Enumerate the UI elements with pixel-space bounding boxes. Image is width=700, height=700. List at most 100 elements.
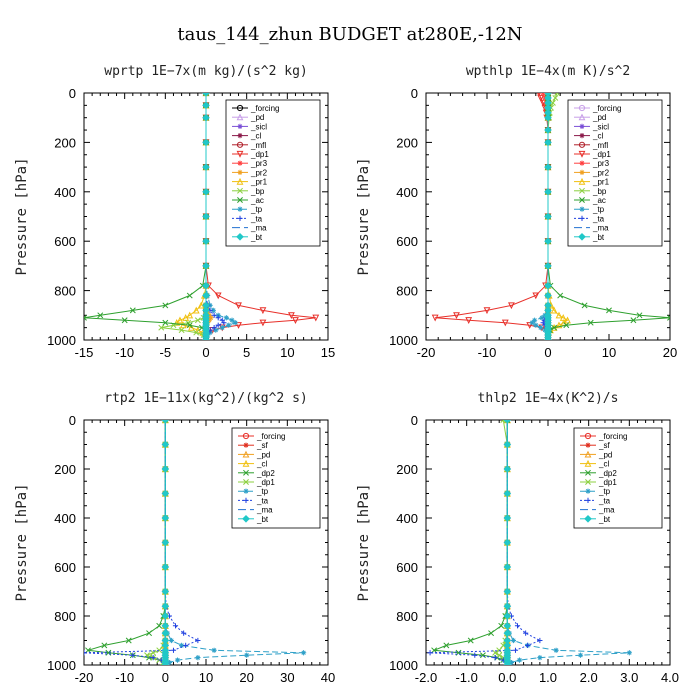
legend-label: _ma (256, 506, 273, 515)
legend-marker (579, 133, 585, 139)
series_ta-point (472, 652, 478, 658)
series_dp1-point (292, 317, 299, 324)
series_ta-point (492, 655, 498, 661)
series_ac-point (587, 319, 594, 326)
series_bt-point (544, 113, 552, 122)
series_tp-point (226, 322, 232, 328)
series_dp1-point (214, 292, 222, 300)
series_ac-point (551, 324, 558, 331)
series_bp-point (549, 99, 556, 106)
legend-marker (243, 488, 249, 494)
legend-label: _pr2 (250, 168, 268, 177)
series_bp-point (552, 94, 559, 101)
legend-box (567, 99, 663, 247)
series_ac-point (667, 314, 670, 321)
series_tp-point (553, 647, 559, 653)
series_ac-point (563, 322, 570, 329)
legend-label: _ma (592, 224, 609, 233)
y-tick-label: 1000 (47, 658, 76, 673)
series_bt-point (503, 661, 512, 665)
series_dp1-line (435, 93, 549, 340)
legend-label: _ta (256, 496, 269, 505)
y-tick-label: 400 (54, 511, 76, 526)
series_dp1-point (312, 314, 320, 322)
x-tick-label: 10 (602, 345, 616, 360)
x-tick-label: 0 (162, 670, 169, 685)
series_bt-point (161, 563, 170, 571)
series_tp-point (195, 655, 201, 661)
series_dp1-point (501, 319, 509, 327)
series_tp-point (538, 325, 544, 331)
y-tick-label: 400 (396, 511, 418, 526)
series_dp2-line (87, 420, 166, 665)
series_ta-point (181, 630, 187, 636)
y-tick-label: 600 (54, 234, 76, 249)
legend-label: _ac (592, 196, 606, 205)
series_dp2-point (479, 652, 486, 659)
x-tick-label: 10 (280, 345, 294, 360)
legend-label: _bt (598, 515, 611, 524)
x-tick-label: 0 (544, 345, 551, 360)
series_bt-point (161, 465, 170, 473)
series_ta-line (430, 420, 542, 665)
legend-label: _forcing (592, 104, 621, 113)
series-layer (84, 420, 307, 665)
series_ta-point (150, 655, 156, 661)
legend-label: _dp1 (592, 150, 611, 159)
series_bt-point (503, 612, 512, 620)
series_tp-point (179, 642, 185, 648)
series_tp-point (508, 659, 514, 665)
x-tick-label: 0 (202, 345, 209, 360)
legend-label: _tp (250, 205, 263, 214)
legend-label: _tp (256, 487, 269, 496)
series_pr1-point (564, 316, 571, 324)
x-tick-label: -1.0 (455, 670, 477, 685)
legend-label: _sicl (250, 122, 267, 131)
x-tick-label: -20 (75, 670, 94, 685)
series_bt-point (202, 281, 210, 290)
series_bp-point (554, 93, 561, 96)
legend-marker (237, 160, 243, 166)
legend-marker (243, 469, 249, 476)
legend-label: _tp (592, 205, 605, 214)
series_bt-point (161, 621, 170, 630)
series_dp1-point (259, 319, 267, 327)
legend-label: _pd (250, 113, 264, 122)
series_bt-point (544, 212, 552, 221)
y-tick-label: 0 (69, 413, 76, 428)
x-tick-label: -15 (75, 345, 94, 360)
series_dp2-point (467, 637, 474, 644)
y-tick-label: 200 (396, 135, 418, 150)
series_dp2-point (146, 630, 153, 637)
legend-marker (579, 160, 585, 166)
series_tp-point (174, 657, 181, 663)
legend-box (225, 99, 321, 247)
legend-marker (242, 459, 250, 467)
legend-marker (585, 469, 591, 476)
series_ta-point (221, 320, 227, 326)
series_tp-point (166, 659, 172, 665)
series_ta-point (172, 623, 179, 629)
legend-marker (579, 169, 585, 175)
series_pr1-point (187, 323, 195, 331)
legend-label: _pr3 (592, 159, 610, 168)
x-tick-label: -10 (115, 670, 134, 685)
series_bp-point (194, 317, 201, 324)
series_dp2-point (101, 642, 108, 649)
series_bp-point (193, 329, 200, 336)
series_ac-point (636, 312, 643, 319)
panel-title: wprtp 1E−7x(m kg)/(s^2 kg) (104, 64, 308, 79)
legend-label: _pr2 (592, 168, 610, 177)
legend-marker (236, 141, 244, 148)
y-tick-label: 1000 (389, 658, 418, 673)
legend-marker (585, 442, 591, 448)
x-tick-label: 30 (280, 670, 294, 685)
series_bt-point (161, 489, 170, 498)
series_bt-point (202, 163, 210, 171)
x-tick-label: -5 (160, 345, 172, 360)
series_tp-point (168, 637, 175, 644)
y-tick-label: 0 (69, 86, 76, 101)
x-tick-label: 20 (663, 345, 677, 360)
legend-box (231, 427, 321, 529)
